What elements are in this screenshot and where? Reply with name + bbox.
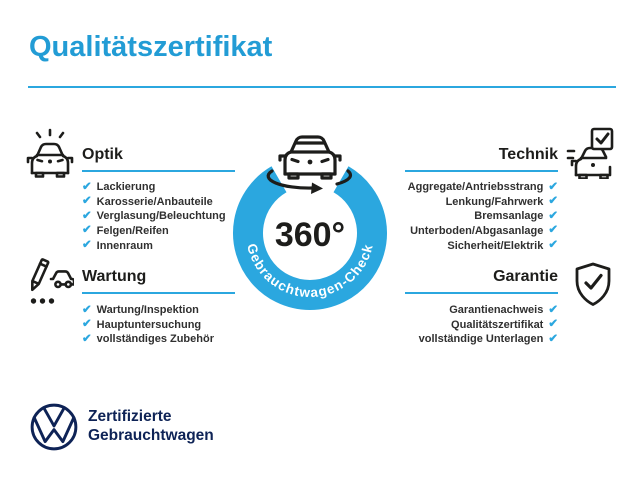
check-icon: ✔ xyxy=(82,195,92,208)
check-item: ✔ Lenkung/Fahrwerk xyxy=(445,195,558,208)
check-item: ✔ Karosserie/Anbauteile xyxy=(82,195,213,208)
check-item: ✔ Verglasung/Beleuchtung xyxy=(82,209,226,223)
check-item: ✔ Bremsanlage xyxy=(474,209,558,223)
check-item: ✔ Lackierung xyxy=(82,180,156,194)
garantie-checklist: ✔ Garantienachweis ✔ Qualitätszertifikat… xyxy=(405,303,558,347)
shield-check-icon xyxy=(575,262,611,306)
section-rule-technik xyxy=(405,170,558,172)
check-item: ✔ Innenraum xyxy=(82,238,153,252)
footer-line2: Gebrauchtwagen xyxy=(88,427,214,444)
check-icon: ✔ xyxy=(82,224,92,237)
section-rule-wartung xyxy=(82,292,235,294)
vw-logo xyxy=(30,403,78,451)
check-icon: ✔ xyxy=(82,209,92,222)
footer-line1: Zertifizierte xyxy=(88,408,172,425)
check-icon: ✔ xyxy=(548,238,558,251)
ring xyxy=(233,166,387,310)
car-rotation-icon xyxy=(266,135,353,194)
optik-checklist: ✔ Lackierung ✔ Karosserie/Anbauteile ✔ V… xyxy=(82,180,235,253)
check-item: ✔ Sicherheit/Elektrik xyxy=(447,238,558,252)
check-icon: ✔ xyxy=(82,180,92,193)
check-icon: ✔ xyxy=(82,238,92,251)
check-icon: ✔ xyxy=(548,332,558,345)
technik-checklist: ✔ Aggregate/Antriebsstrang ✔ Lenkung/Fah… xyxy=(405,180,558,253)
check-item: ✔ Felgen/Reifen xyxy=(82,224,169,238)
check-icon: ✔ xyxy=(548,195,558,208)
check-item: ✔ Qualitätszertifikat xyxy=(451,318,558,331)
check-icon: ✔ xyxy=(548,180,558,193)
page-title: Qualitätszertifikat xyxy=(29,31,273,63)
check-icon: ✔ xyxy=(548,303,558,316)
check-item: ✔ Hauptuntersuchung xyxy=(82,318,202,331)
section-title-optik: Optik xyxy=(82,146,123,163)
car-shine-icon xyxy=(26,128,74,178)
check-item: ✔ vollständige Unterlagen xyxy=(418,332,558,346)
pencil-car-icon xyxy=(30,258,74,304)
check-icon: ✔ xyxy=(548,318,558,331)
check-item: ✔ vollständiges Zubehör xyxy=(82,332,214,346)
section-title-wartung: Wartung xyxy=(82,268,147,285)
check-icon: ✔ xyxy=(82,332,92,345)
car-checkbox-icon xyxy=(566,127,614,179)
section-title-technik: Technik xyxy=(498,146,558,163)
footer-brand-text: Zertifizierte Gebrauchtwagen xyxy=(88,407,214,445)
ring-text: Gebrauchtwagen-Check xyxy=(244,242,376,300)
degree-label: 360° xyxy=(275,216,345,254)
section-rule-garantie xyxy=(405,292,558,294)
check-icon: ✔ xyxy=(548,224,558,237)
check-item: ✔ Aggregate/Antriebsstrang xyxy=(407,180,558,194)
wartung-checklist: ✔ Wartung/Inspektion ✔ Hauptuntersuchung… xyxy=(82,303,235,347)
check-item: ✔ Unterboden/Abgasanlage xyxy=(410,224,558,238)
check-icon: ✔ xyxy=(82,303,92,316)
section-title-garantie: Garantie xyxy=(493,268,558,285)
check-icon: ✔ xyxy=(548,209,558,222)
title-divider xyxy=(28,86,616,88)
check-item: ✔ Garantienachweis xyxy=(449,303,558,317)
check-item: ✔ Wartung/Inspektion xyxy=(82,303,199,317)
section-rule-optik xyxy=(82,170,235,172)
check-icon: ✔ xyxy=(82,318,92,331)
